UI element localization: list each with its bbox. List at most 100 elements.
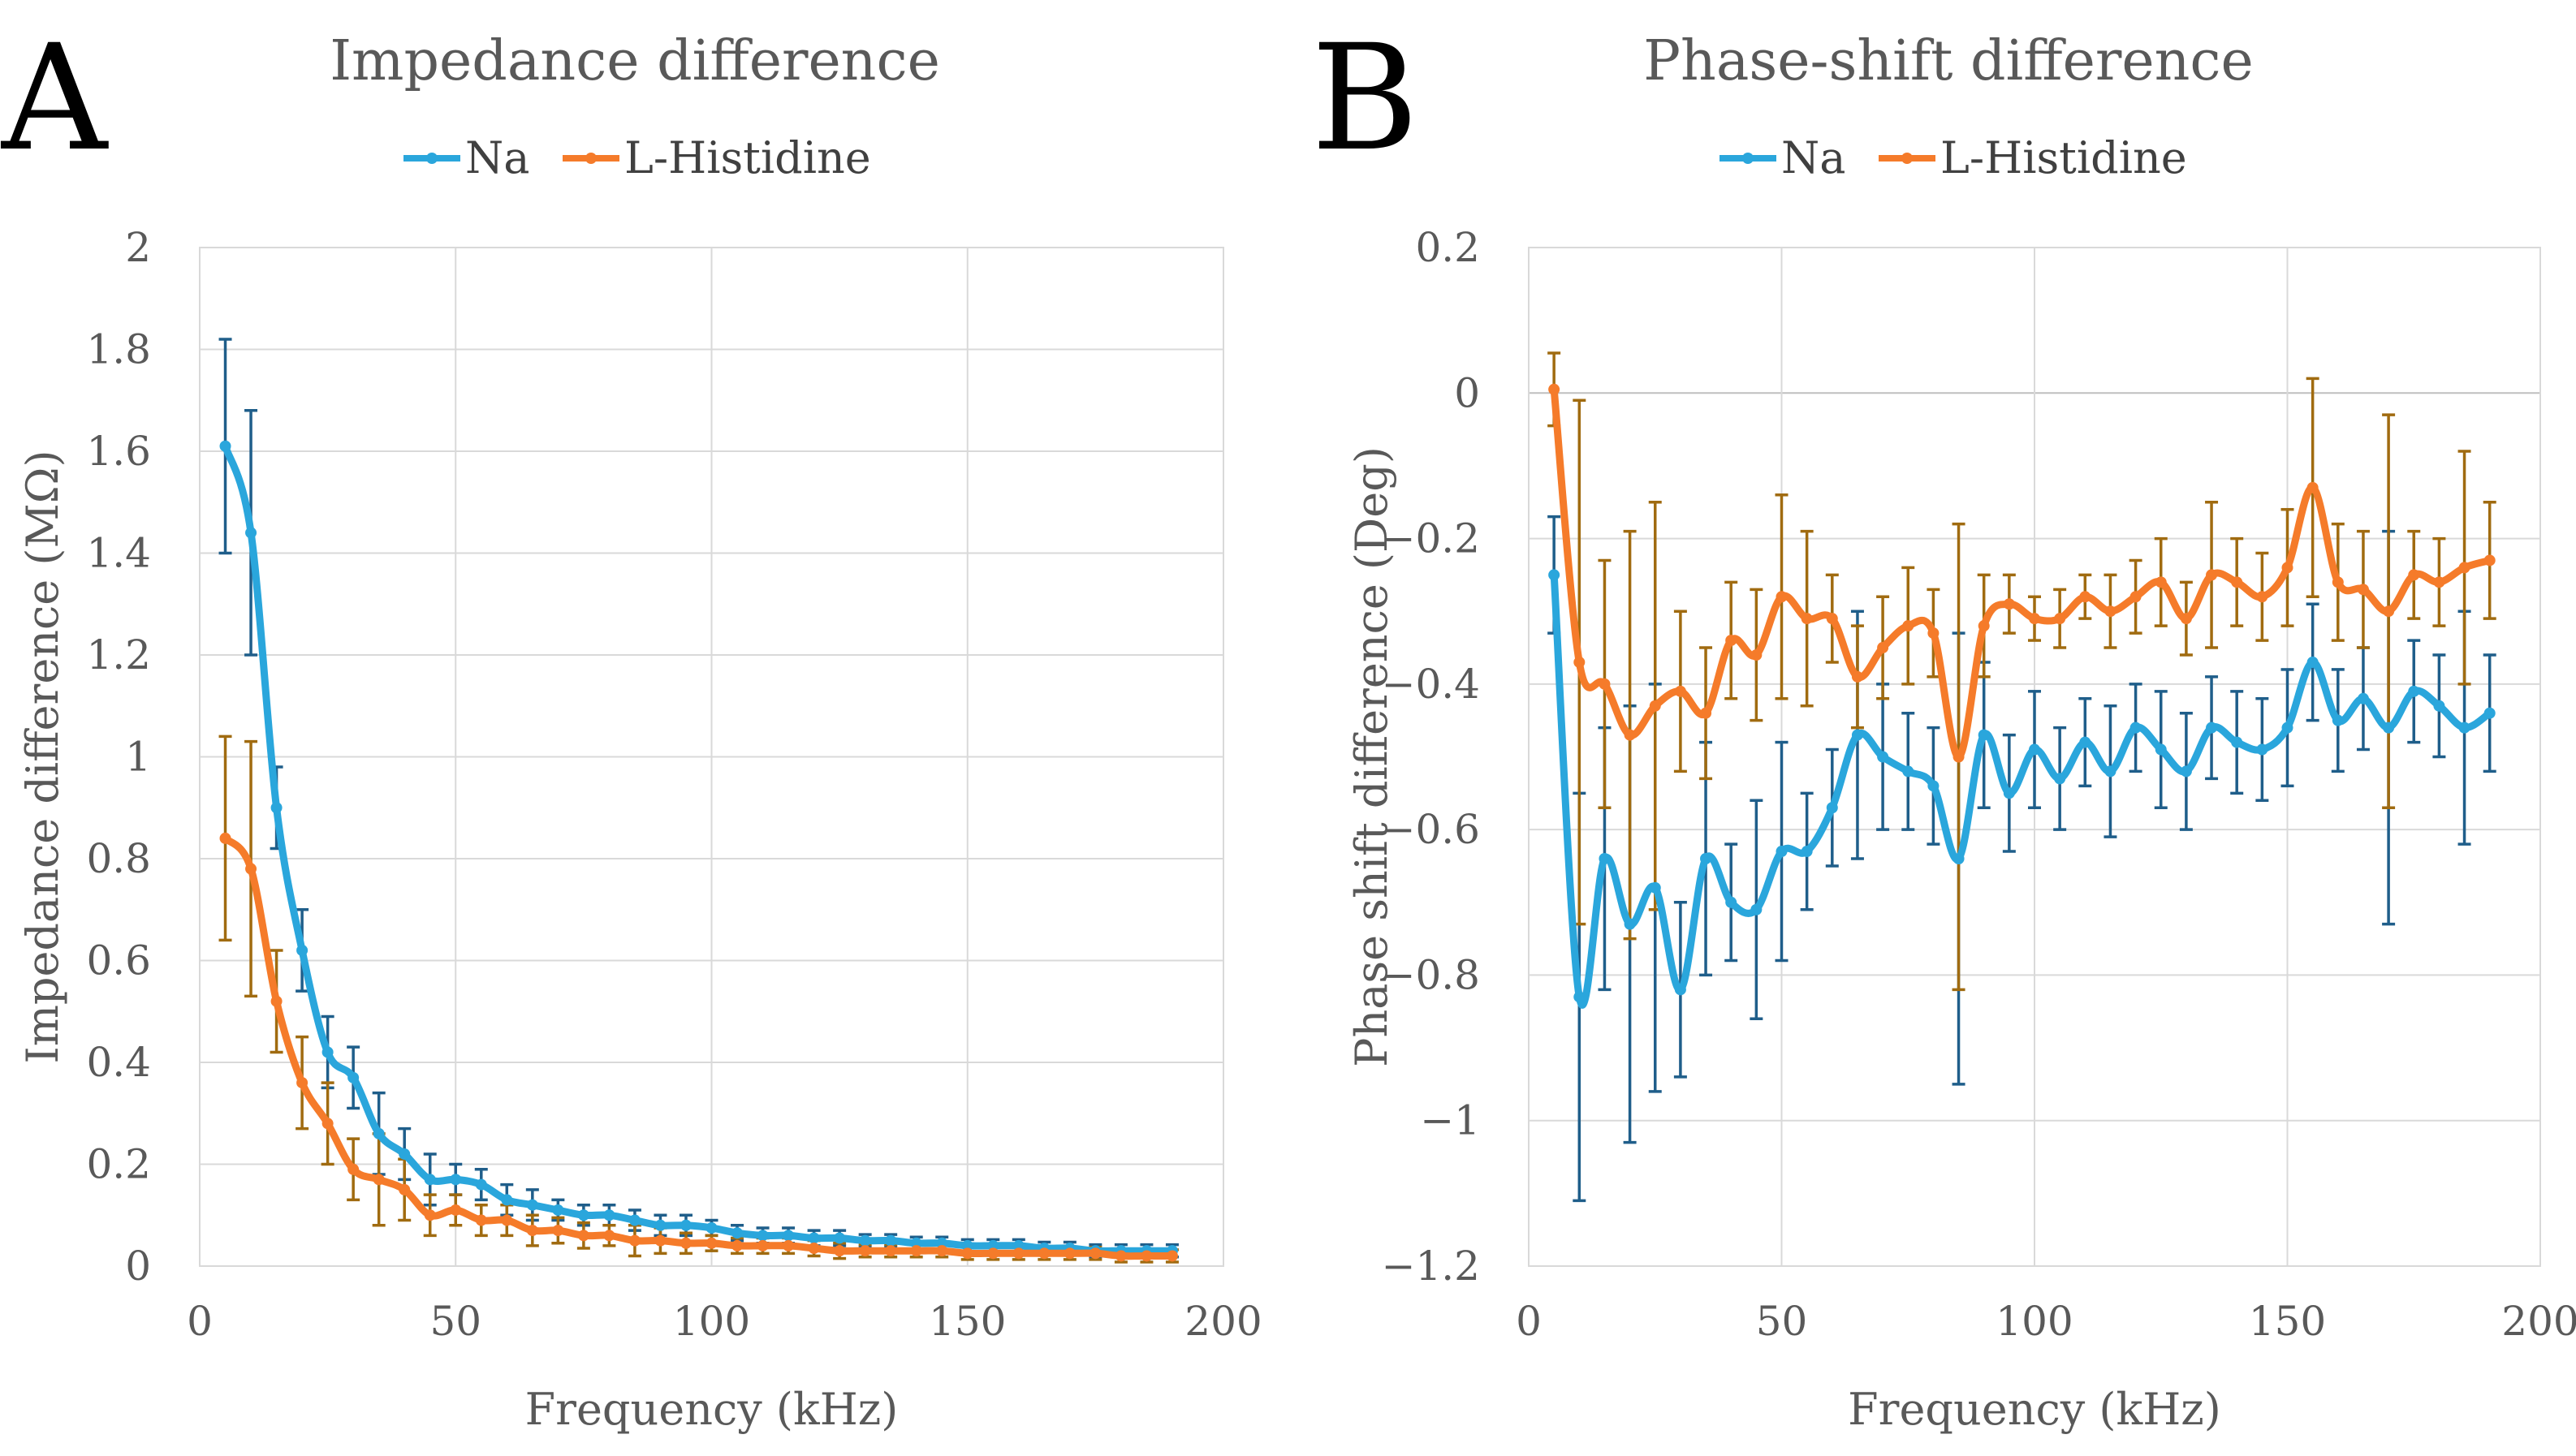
data-point [2383,722,2395,734]
y-tick-label: 0.6 [86,937,151,984]
data-point [2054,613,2066,625]
data-point [1649,700,1661,712]
legend-label: L-Histidine [624,132,871,183]
data-point [1141,1250,1153,1262]
data-point [577,1230,589,1242]
y-tick-label: 1.4 [86,530,151,577]
data-point [1115,1250,1127,1262]
data-point [2104,765,2116,778]
data-point [2029,613,2040,625]
data-point [2408,569,2420,581]
y-tick-label: 0 [125,1243,151,1290]
y-tick-label: −0.2 [1382,515,1480,562]
data-point [1826,613,1838,625]
legend-label: L-Histidine [1940,132,2187,183]
x-tick-label: 0 [187,1298,213,1345]
data-point [1902,620,1914,632]
plot-area [1528,247,2541,1267]
data-point [1599,853,1611,864]
data-point [2281,562,2293,574]
data-point [2256,591,2268,603]
series-line-l-histidine [1550,386,2494,761]
data-point [1927,780,1940,792]
data-point [1725,635,1737,647]
x-tick-label: 0 [1516,1298,1542,1345]
chart-title: Phase-shift difference [1643,29,2253,93]
legend: Na L-Histidine [403,132,871,183]
y-tick-label: 0.4 [86,1039,151,1086]
data-point [552,1225,564,1237]
y-tick-label: 1 [125,734,151,781]
data-point [296,1077,309,1089]
panel-letter-B: B [1311,14,1418,183]
data-point [1548,383,1560,395]
data-point [1750,649,1763,661]
panel-B: B Phase-shift difference Na L-Histidine −1.2… [1311,14,2576,1435]
series-line-na [222,442,1176,1255]
data-point [1674,984,1686,996]
data-point [1776,846,1788,858]
data-point [2003,787,2015,799]
legend-marker [1901,153,1913,164]
x-tick-label: 150 [929,1298,1006,1345]
data-point [577,1209,589,1221]
data-point [603,1230,615,1242]
data-point [475,1214,487,1226]
data-point [1978,729,1990,741]
data-point [1826,802,1838,814]
data-point [2433,576,2445,588]
data-point [2206,569,2218,581]
data-point [2281,722,2293,734]
data-point [1725,896,1737,908]
data-point [1776,591,1788,603]
data-point [2231,736,2243,748]
legend-marker [585,153,597,164]
data-point [2180,613,2192,625]
data-point [2306,656,2319,668]
data-point [2408,685,2420,697]
y-tick-label: 0 [1454,369,1480,416]
data-point [2104,605,2116,618]
data-point [910,1245,922,1257]
y-tick-label: 2 [125,224,151,271]
data-point [628,1214,641,1226]
data-point [2079,736,2091,748]
x-tick-label: 50 [1756,1298,1808,1345]
data-point [321,1046,334,1058]
y-tick-label: 0.2 [1415,224,1480,271]
data-point [705,1237,718,1249]
data-point [501,1214,513,1226]
data-point [2054,773,2066,785]
data-point [450,1174,462,1186]
panel-letter-A: A [0,14,109,183]
data-point [603,1209,615,1221]
data-point [1851,670,1863,683]
data-point [2458,562,2470,574]
data-point [1927,627,1940,640]
data-point [680,1237,692,1249]
y-tick-label: 0.2 [86,1141,151,1188]
data-point [680,1219,692,1231]
data-point [373,1174,385,1186]
data-point [399,1183,411,1195]
data-point [450,1204,462,1216]
y-tick-label: −0.4 [1382,661,1480,708]
y-axis-label: Impedance difference (MΩ) [17,450,68,1063]
data-point [2483,707,2496,719]
plot-area [199,247,1224,1267]
data-point [501,1194,513,1206]
data-point [2003,598,2015,610]
data-point [526,1199,538,1211]
data-point [808,1243,820,1255]
data-point [347,1071,360,1083]
data-point [270,802,283,814]
data-point [2458,722,2470,734]
data-point [552,1204,564,1216]
data-point [834,1232,846,1244]
data-point [2231,576,2243,588]
data-point [1750,903,1763,915]
data-point [1038,1247,1051,1260]
x-tick-label: 200 [2501,1298,2576,1345]
data-point [2383,605,2395,618]
data-point [321,1118,334,1130]
